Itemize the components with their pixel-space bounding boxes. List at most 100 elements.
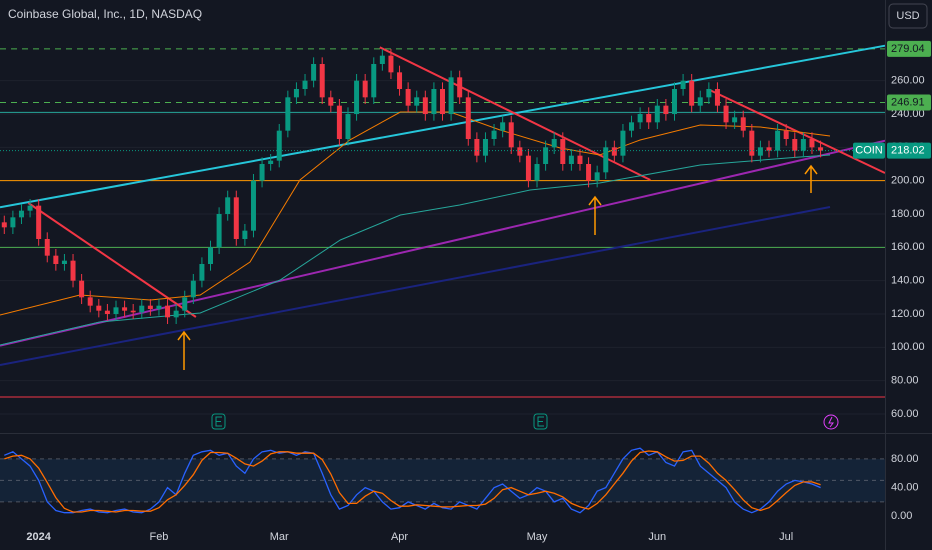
candle-body xyxy=(740,117,746,131)
candle-body xyxy=(199,264,205,281)
candle-body xyxy=(250,180,256,231)
x-tick-label: May xyxy=(527,531,548,543)
candle-body xyxy=(800,139,806,151)
candle-body xyxy=(783,130,789,139)
candle-body xyxy=(36,205,42,239)
x-tick-label: Jun xyxy=(648,531,666,543)
x-tick-label: Apr xyxy=(391,531,408,543)
candle-body xyxy=(190,280,196,298)
candle-body xyxy=(732,117,738,123)
candle-body xyxy=(646,114,652,123)
trend-line xyxy=(0,44,886,209)
y-tick-label: 0.00 xyxy=(891,510,912,522)
candle-body xyxy=(182,297,188,311)
candle-body xyxy=(594,172,600,181)
currency-label[interactable]: USD xyxy=(896,10,919,22)
candle-body xyxy=(70,260,76,281)
y-tick-label: 60.00 xyxy=(891,408,919,420)
candle-body xyxy=(10,217,16,228)
candle-body xyxy=(637,114,643,123)
stoch-line xyxy=(4,450,821,513)
level-label-box xyxy=(887,40,931,57)
candle-body xyxy=(697,97,703,106)
candle-body xyxy=(792,139,798,151)
candle-body xyxy=(276,130,282,161)
chart-title: Coinbase Global, Inc., 1D, NASDAQ xyxy=(8,7,202,21)
candle-body xyxy=(809,139,815,148)
candle-body xyxy=(53,255,59,264)
trend-line xyxy=(0,139,886,347)
candle-body xyxy=(371,64,377,98)
y-tick-label: 200.00 xyxy=(891,175,925,187)
candle-body xyxy=(388,55,394,73)
candle-body xyxy=(216,214,222,248)
last-price-label: 218.02 xyxy=(891,145,925,157)
candle-body xyxy=(482,139,488,156)
candle-body xyxy=(242,230,248,239)
last-price-box xyxy=(887,142,931,159)
candle-body xyxy=(61,260,67,264)
candle-body xyxy=(147,305,153,309)
candle-body xyxy=(96,305,102,311)
candle-body xyxy=(757,147,763,156)
candle-body xyxy=(1,222,7,228)
candle-body xyxy=(379,55,385,64)
candle-body xyxy=(457,77,463,98)
candle-body xyxy=(311,64,317,81)
y-tick-label: 160.00 xyxy=(891,241,925,253)
symbol-box xyxy=(853,142,885,159)
candle-body xyxy=(362,80,368,98)
symbol-label: COIN xyxy=(855,145,883,157)
arrow xyxy=(177,330,191,370)
x-tick-label: Jul xyxy=(779,531,793,543)
y-tick-label: 80.00 xyxy=(891,375,919,387)
candle-body xyxy=(534,164,540,181)
candle-body xyxy=(706,89,712,98)
candle-body xyxy=(122,307,128,311)
earnings-glyph xyxy=(215,416,222,427)
candle-body xyxy=(336,105,342,139)
candle-body xyxy=(491,130,497,139)
candle-body xyxy=(671,89,677,114)
candle-body xyxy=(766,147,772,151)
candle-body xyxy=(680,80,686,89)
candle-body xyxy=(208,247,214,264)
y-tick-label: 140.00 xyxy=(891,275,925,287)
candle-body xyxy=(225,197,231,214)
candle-body xyxy=(422,97,428,114)
annotation-arrows xyxy=(177,164,818,370)
candle-body xyxy=(293,89,299,98)
candle-body xyxy=(268,160,274,164)
level-label: 246.91 xyxy=(891,96,925,108)
y-tick-label: 100.00 xyxy=(891,341,925,353)
y-tick-label: 120.00 xyxy=(891,308,925,320)
candle-body xyxy=(543,147,549,164)
candle-body xyxy=(285,97,291,131)
candle-body xyxy=(465,97,471,139)
level-label-box xyxy=(887,94,931,111)
candle-body xyxy=(654,105,660,123)
candle-body xyxy=(749,130,755,156)
candle-body xyxy=(104,310,110,314)
candle-body xyxy=(586,164,592,181)
x-tick-label: 2024 xyxy=(26,531,51,543)
candle-body xyxy=(440,89,445,114)
y-tick-label: 40.00 xyxy=(891,481,919,493)
candle-body xyxy=(611,147,617,156)
y-tick-label: 180.00 xyxy=(891,208,925,220)
candle-body xyxy=(173,310,179,318)
y-tick-label: 240.00 xyxy=(891,108,925,120)
level-label: 279.04 xyxy=(891,43,925,55)
candle-body xyxy=(577,155,583,164)
candle-body xyxy=(397,72,403,89)
candle-body xyxy=(689,80,695,106)
candle-body xyxy=(448,77,454,114)
candle-body xyxy=(560,139,566,164)
candle-body xyxy=(87,297,93,306)
candle-body xyxy=(44,239,50,256)
plot-layer: 60.00 80.00 100.00 120.00 140.00 160.00 180.00… xyxy=(0,44,925,522)
candle-body xyxy=(568,155,574,164)
candle-body xyxy=(139,305,145,313)
currency-button[interactable] xyxy=(888,3,928,29)
